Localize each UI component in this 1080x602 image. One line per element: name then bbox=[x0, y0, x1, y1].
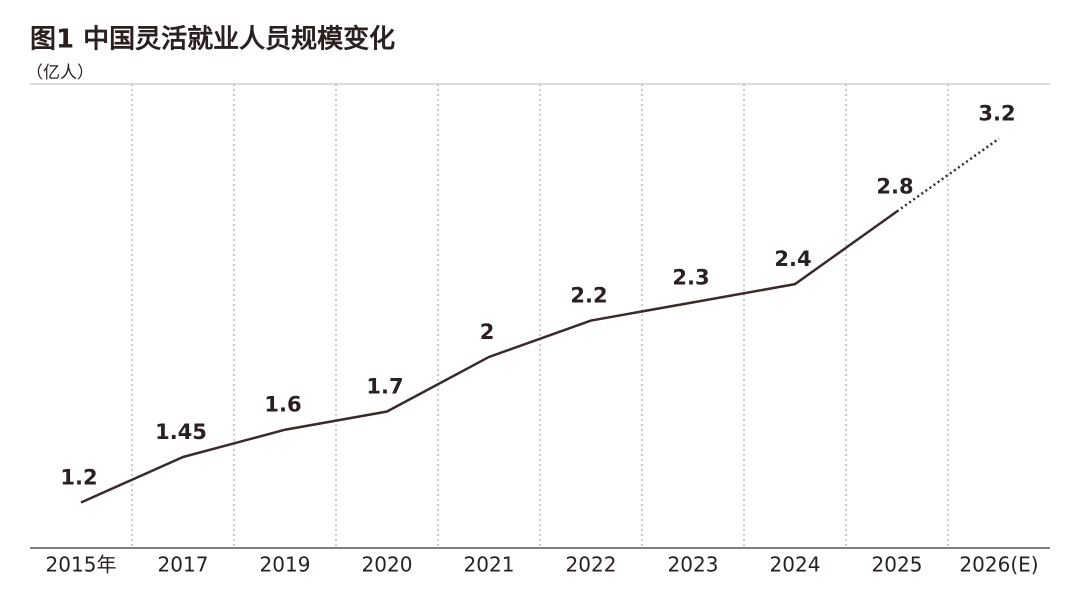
chart-title: 图1 中国灵活就业人员规模变化 bbox=[30, 24, 395, 55]
data-label: 2.2 bbox=[570, 284, 607, 308]
x-tick-label: 2017 bbox=[158, 553, 209, 577]
data-label: 2.8 bbox=[876, 174, 913, 198]
data-label: 2.4 bbox=[774, 247, 811, 271]
plot-area: 2015年 2017 2019 2020 2021 2022 2023 2024 2025 202… bbox=[30, 83, 1050, 577]
data-label: 1.2 bbox=[60, 466, 97, 490]
x-tick-label: 2026(E) bbox=[959, 553, 1038, 577]
data-label: 2 bbox=[480, 320, 495, 344]
x-tick-label: 2015年 bbox=[46, 553, 117, 577]
line-series bbox=[80, 210, 898, 504]
x-tick-label: 2022 bbox=[566, 553, 617, 577]
x-tick-label: 2021 bbox=[464, 553, 515, 577]
line-series-estimate bbox=[896, 137, 1000, 213]
x-tick-label: 2024 bbox=[770, 553, 821, 577]
data-label: 1.45 bbox=[155, 420, 207, 444]
x-tick-label: 2020 bbox=[362, 553, 413, 577]
x-tick-label: 2019 bbox=[260, 553, 311, 577]
data-label: 2.3 bbox=[672, 265, 709, 289]
data-label: 1.6 bbox=[264, 393, 301, 417]
y-axis-unit: （亿人） bbox=[26, 63, 94, 83]
data-label: 3.2 bbox=[978, 102, 1015, 126]
x-tick-label: 2025 bbox=[872, 553, 923, 577]
data-label: 1.7 bbox=[366, 375, 403, 399]
x-tick-label: 2023 bbox=[668, 553, 719, 577]
